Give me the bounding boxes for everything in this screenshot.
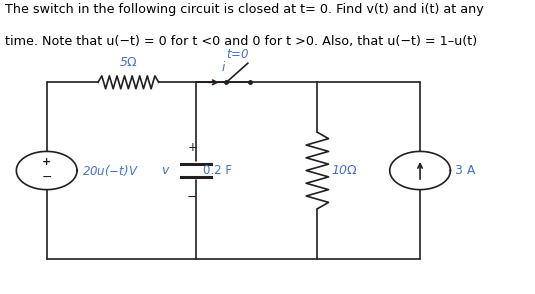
Text: $t$=0: $t$=0 bbox=[226, 48, 250, 61]
Text: −: − bbox=[187, 191, 197, 203]
Text: −: − bbox=[41, 171, 52, 184]
Text: time. Note that u(−t) = 0 for t <0 and 0 for t >0. Also, that u(−t) = 1–u(t): time. Note that u(−t) = 0 for t <0 and 0… bbox=[5, 35, 477, 48]
Text: 20$u$($-t$)$V$: 20$u$($-t$)$V$ bbox=[82, 163, 139, 178]
Text: 3 A: 3 A bbox=[455, 164, 476, 177]
Text: +: + bbox=[187, 141, 197, 153]
Text: $v$: $v$ bbox=[161, 164, 170, 177]
Text: The switch in the following circuit is closed at t= 0. Find v(t) and i(t) at any: The switch in the following circuit is c… bbox=[5, 3, 484, 16]
Text: $i$: $i$ bbox=[221, 60, 227, 74]
Text: 10$\Omega$: 10$\Omega$ bbox=[331, 164, 358, 177]
Text: 0.2 F: 0.2 F bbox=[203, 164, 232, 177]
Text: +: + bbox=[42, 158, 51, 168]
Text: 5$\Omega$: 5$\Omega$ bbox=[119, 56, 138, 69]
